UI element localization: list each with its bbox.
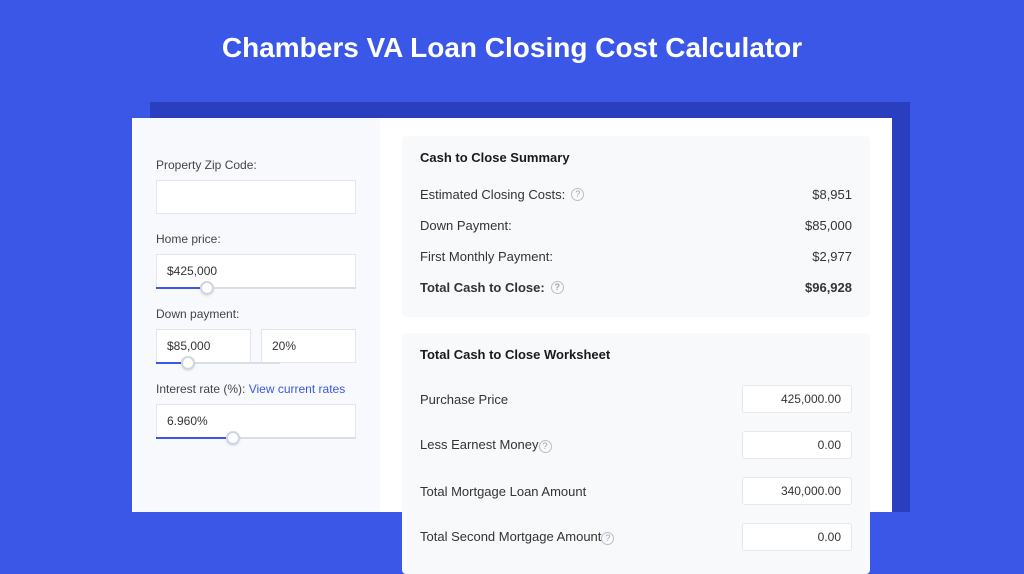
home-price-field: Home price: bbox=[156, 232, 356, 289]
zip-label: Property Zip Code: bbox=[156, 158, 356, 172]
worksheet-row-value[interactable]: 0.00 bbox=[742, 431, 852, 459]
worksheet-row: Less Earnest Money? 0.00 bbox=[420, 422, 852, 468]
summary-row-value: $2,977 bbox=[812, 249, 852, 264]
interest-label-text: Interest rate (%): bbox=[156, 382, 245, 396]
home-price-slider[interactable] bbox=[156, 287, 356, 289]
summary-row: Total Cash to Close:? $96,928 bbox=[420, 272, 852, 303]
summary-panel: Cash to Close Summary Estimated Closing … bbox=[402, 136, 870, 317]
zip-input[interactable] bbox=[156, 180, 356, 214]
help-icon[interactable]: ? bbox=[539, 440, 552, 453]
summary-title: Cash to Close Summary bbox=[420, 150, 852, 165]
worksheet-row-value[interactable]: 425,000.00 bbox=[742, 385, 852, 413]
interest-label: Interest rate (%): View current rates bbox=[156, 382, 356, 396]
results-column: Cash to Close Summary Estimated Closing … bbox=[380, 118, 892, 512]
home-price-input[interactable] bbox=[156, 254, 356, 288]
summary-row-label: First Monthly Payment: bbox=[420, 249, 553, 264]
summary-row-label: Total Cash to Close:? bbox=[420, 280, 564, 295]
down-payment-field: Down payment: bbox=[156, 307, 356, 364]
summary-row-value: $8,951 bbox=[812, 187, 852, 202]
down-payment-slider[interactable] bbox=[156, 362, 280, 364]
worksheet-row-value[interactable]: 340,000.00 bbox=[742, 477, 852, 505]
slider-thumb[interactable] bbox=[181, 356, 195, 370]
home-price-label: Home price: bbox=[156, 232, 356, 246]
worksheet-row: Total Mortgage Loan Amount 340,000.00 bbox=[420, 468, 852, 514]
inputs-column: Property Zip Code: Home price: Down paym… bbox=[132, 118, 380, 512]
summary-row: First Monthly Payment: $2,977 bbox=[420, 241, 852, 272]
interest-slider[interactable] bbox=[156, 437, 356, 439]
worksheet-panel: Total Cash to Close Worksheet Purchase P… bbox=[402, 333, 870, 574]
worksheet-row-label: Total Second Mortgage Amount? bbox=[420, 529, 614, 545]
slider-fill bbox=[156, 287, 200, 289]
interest-input[interactable] bbox=[156, 404, 356, 438]
interest-field: Interest rate (%): View current rates bbox=[156, 382, 356, 439]
slider-thumb[interactable] bbox=[200, 281, 214, 295]
down-payment-label: Down payment: bbox=[156, 307, 356, 321]
summary-row: Estimated Closing Costs:? $8,951 bbox=[420, 179, 852, 210]
summary-row-value: $85,000 bbox=[805, 218, 852, 233]
help-icon[interactable]: ? bbox=[571, 188, 584, 201]
worksheet-row-label: Total Mortgage Loan Amount bbox=[420, 484, 586, 499]
down-payment-pct-input[interactable] bbox=[261, 329, 356, 363]
summary-row-label: Estimated Closing Costs:? bbox=[420, 187, 584, 202]
page-title: Chambers VA Loan Closing Cost Calculator bbox=[0, 0, 1024, 82]
worksheet-title: Total Cash to Close Worksheet bbox=[420, 347, 852, 362]
calculator-card: Property Zip Code: Home price: Down paym… bbox=[132, 118, 892, 512]
view-rates-link[interactable]: View current rates bbox=[249, 382, 346, 396]
slider-fill bbox=[156, 437, 226, 439]
worksheet-row: Total Second Mortgage Amount? 0.00 bbox=[420, 514, 852, 560]
slider-thumb[interactable] bbox=[226, 431, 240, 445]
summary-row-value: $96,928 bbox=[805, 280, 852, 295]
help-icon[interactable]: ? bbox=[551, 281, 564, 294]
worksheet-row-value[interactable]: 0.00 bbox=[742, 523, 852, 551]
down-payment-input[interactable] bbox=[156, 329, 251, 363]
slider-fill bbox=[156, 362, 181, 364]
worksheet-row-label: Purchase Price bbox=[420, 392, 508, 407]
worksheet-row: Purchase Price 425,000.00 bbox=[420, 376, 852, 422]
help-icon[interactable]: ? bbox=[601, 532, 614, 545]
summary-row-label: Down Payment: bbox=[420, 218, 512, 233]
zip-field: Property Zip Code: bbox=[156, 158, 356, 214]
summary-row: Down Payment: $85,000 bbox=[420, 210, 852, 241]
worksheet-row-label: Less Earnest Money? bbox=[420, 437, 552, 453]
